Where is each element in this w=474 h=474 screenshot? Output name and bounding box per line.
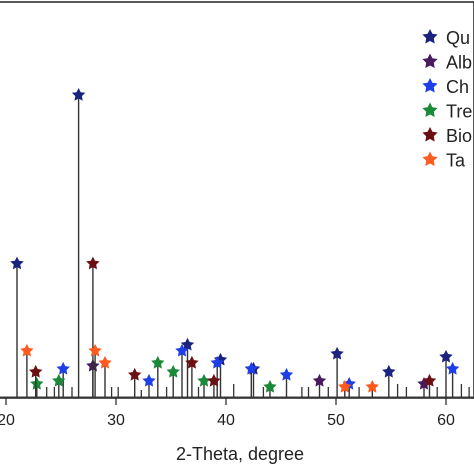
x-tick-label: 50 bbox=[327, 412, 345, 429]
peak-marker-ch bbox=[142, 373, 156, 387]
peak-marker-ch bbox=[56, 361, 70, 375]
peak-marker-ta bbox=[365, 380, 379, 393]
peak-marker-ch bbox=[445, 361, 460, 375]
peak-marker-ta bbox=[338, 380, 352, 393]
peak-marker-ch bbox=[210, 355, 224, 369]
peak-marker-tre bbox=[151, 355, 165, 369]
x-axis-label: 2-Theta, degree bbox=[176, 444, 304, 464]
legend-label: Ta bbox=[446, 151, 466, 171]
x-ticks: 20 30 40 50 60 bbox=[0, 398, 455, 429]
peaks bbox=[0, 88, 474, 398]
legend-marker bbox=[422, 151, 438, 166]
peak-marker-bio bbox=[86, 256, 100, 270]
legend-label: Bio bbox=[446, 126, 472, 146]
legend-label: Qu bbox=[446, 28, 470, 48]
legend-marker bbox=[422, 78, 438, 93]
x-tick-label: 60 bbox=[437, 412, 455, 429]
legend: Qu Alb Ch Tre Bio Ta bbox=[422, 28, 472, 171]
peak-marker-tre bbox=[30, 377, 44, 390]
peak-marker-ch bbox=[244, 361, 258, 375]
peak-marker-tre bbox=[197, 373, 211, 387]
peak-marker-qu bbox=[71, 88, 86, 101]
plot-frame bbox=[0, 1, 474, 399]
peak-marker-ta bbox=[88, 343, 102, 357]
legend-label: Tre bbox=[446, 102, 472, 122]
peak-marker-qu bbox=[439, 349, 453, 363]
peak-marker-ta bbox=[98, 355, 112, 369]
x-tick-label: 40 bbox=[217, 412, 235, 429]
x-tick-label: 30 bbox=[107, 412, 125, 429]
peak-marker-ta bbox=[20, 343, 34, 357]
peak-marker-alb bbox=[312, 373, 327, 387]
peak-marker-bio bbox=[128, 367, 142, 381]
peak-marker-tre bbox=[263, 380, 277, 393]
legend-marker bbox=[422, 53, 438, 68]
legend-marker bbox=[422, 102, 438, 117]
peak-marker-alb bbox=[417, 377, 431, 390]
peak-marker-ch bbox=[279, 367, 294, 381]
peak-marker-qu bbox=[330, 346, 344, 360]
legend-marker bbox=[422, 29, 438, 44]
legend-label: Alb bbox=[446, 53, 472, 73]
legend-marker bbox=[422, 127, 438, 142]
peak-marker-tre bbox=[166, 364, 180, 378]
peak-marker-ch bbox=[175, 343, 189, 357]
x-tick-label: 20 bbox=[0, 412, 15, 429]
peak-marker-qu bbox=[180, 337, 195, 351]
peak-marker-qu bbox=[382, 364, 396, 378]
peak-marker-qu bbox=[10, 256, 24, 270]
peak-marker-tre bbox=[52, 373, 66, 387]
peak-marker-bio bbox=[185, 355, 199, 369]
legend-label: Ch bbox=[446, 77, 469, 97]
peak-marker-bio bbox=[422, 373, 437, 387]
peak-marker-bio bbox=[29, 364, 43, 378]
peak-marker-bio bbox=[207, 373, 221, 387]
